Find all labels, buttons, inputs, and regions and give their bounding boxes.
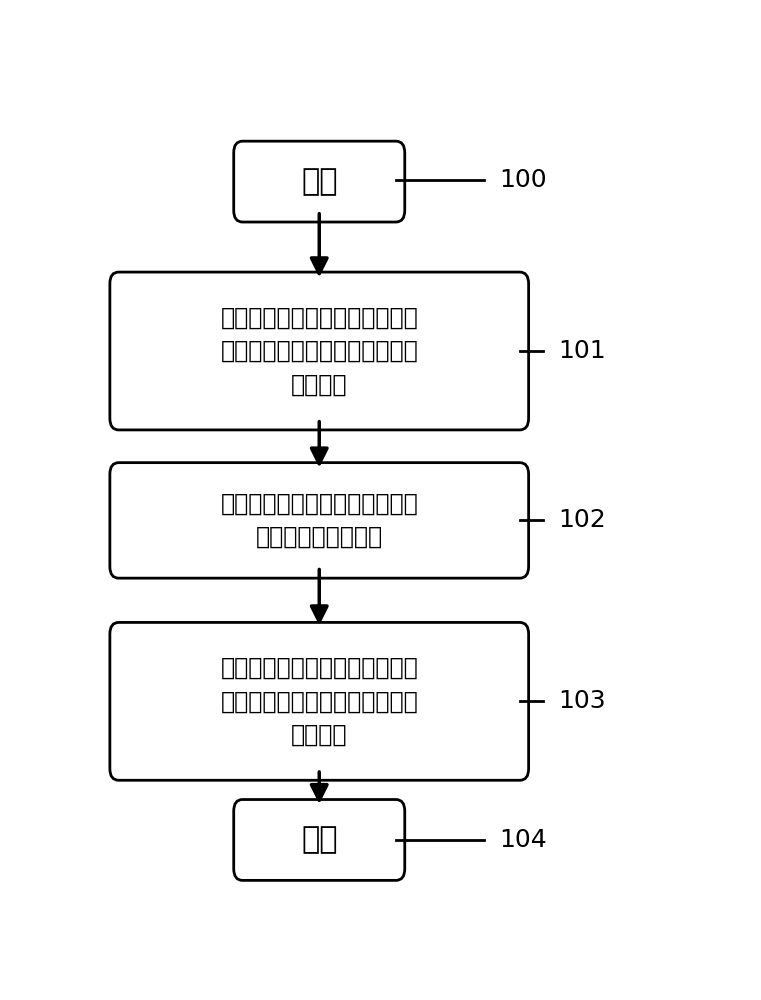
FancyBboxPatch shape	[110, 272, 529, 430]
Text: 采用训练样本集对所述关联向量
机预测模型进行训练: 采用训练样本集对所述关联向量 机预测模型进行训练	[221, 492, 418, 549]
Text: 104: 104	[499, 828, 547, 852]
FancyBboxPatch shape	[110, 622, 529, 780]
Text: 100: 100	[499, 168, 546, 192]
Text: 101: 101	[558, 339, 606, 363]
Text: 根据预设的预测时间间隔确定关
联向量机预测模型的输入变量和
输出变量: 根据预设的预测时间间隔确定关 联向量机预测模型的输入变量和 输出变量	[221, 306, 418, 396]
FancyBboxPatch shape	[234, 800, 405, 880]
Text: 103: 103	[558, 689, 606, 713]
Text: 根据训练后的关联向量机预测模
型进行风速预测，得到相应的风
速预测值: 根据训练后的关联向量机预测模 型进行风速预测，得到相应的风 速预测值	[221, 656, 418, 747]
FancyBboxPatch shape	[110, 463, 529, 578]
Text: 结束: 结束	[301, 825, 337, 854]
Text: 开始: 开始	[301, 167, 337, 196]
Text: 102: 102	[558, 508, 606, 532]
FancyBboxPatch shape	[234, 141, 405, 222]
